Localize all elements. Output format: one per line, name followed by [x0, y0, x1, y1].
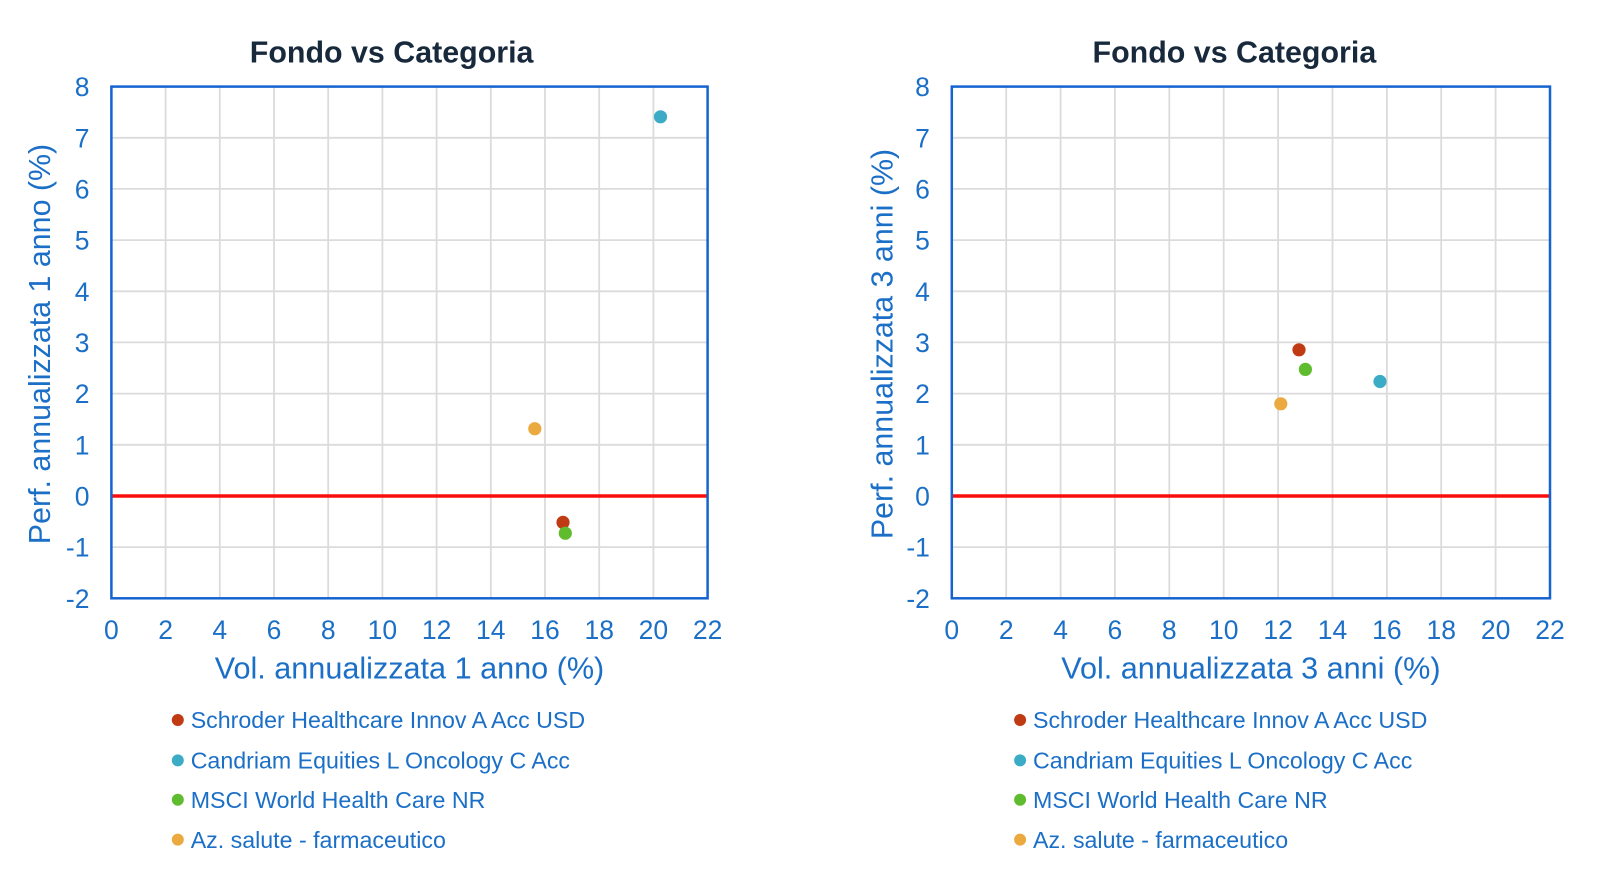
svg-text:Schroder Healthcare Innov A Ac: Schroder Healthcare Innov A Acc USD [191, 707, 585, 733]
svg-text:Az. salute - farmaceutico: Az. salute - farmaceutico [191, 827, 446, 853]
svg-text:Fondo vs Categoria: Fondo vs Categoria [250, 36, 535, 70]
svg-text:18: 18 [1426, 615, 1455, 645]
svg-text:22: 22 [1535, 615, 1564, 645]
svg-text:0: 0 [944, 615, 959, 645]
svg-text:MSCI World Health Care NR: MSCI World Health Care NR [1033, 787, 1328, 813]
svg-text:7: 7 [75, 123, 90, 153]
svg-text:6: 6 [267, 615, 282, 645]
svg-text:Schroder Healthcare Innov A Ac: Schroder Healthcare Innov A Acc USD [1033, 707, 1427, 733]
svg-text:6: 6 [75, 175, 90, 205]
svg-text:-2: -2 [906, 584, 930, 614]
svg-text:20: 20 [1481, 615, 1510, 645]
svg-text:Vol. annualizzata 3 anni (%): Vol. annualizzata 3 anni (%) [1061, 652, 1440, 686]
svg-text:5: 5 [915, 226, 930, 256]
svg-text:2: 2 [158, 615, 173, 645]
svg-text:-1: -1 [906, 533, 930, 563]
svg-text:0: 0 [104, 615, 119, 645]
svg-text:1: 1 [75, 430, 90, 460]
svg-text:0: 0 [75, 482, 90, 512]
svg-text:10: 10 [368, 615, 397, 645]
svg-text:8: 8 [915, 72, 930, 102]
svg-text:1: 1 [915, 430, 930, 460]
svg-text:5: 5 [75, 226, 90, 256]
svg-text:12: 12 [422, 615, 451, 645]
svg-text:14: 14 [476, 615, 505, 645]
svg-text:-2: -2 [66, 584, 90, 614]
svg-text:3: 3 [915, 328, 930, 358]
svg-text:3: 3 [75, 328, 90, 358]
svg-text:Perf. annualizzata 3 anni (%): Perf. annualizzata 3 anni (%) [865, 149, 899, 539]
svg-text:2: 2 [915, 379, 930, 409]
svg-text:4: 4 [212, 615, 227, 645]
svg-text:2: 2 [75, 379, 90, 409]
svg-text:2: 2 [999, 615, 1014, 645]
svg-text:8: 8 [321, 615, 336, 645]
svg-text:4: 4 [75, 277, 90, 307]
svg-text:20: 20 [639, 615, 668, 645]
svg-text:0: 0 [915, 482, 930, 512]
svg-text:8: 8 [75, 72, 90, 102]
svg-text:4: 4 [1053, 615, 1068, 645]
svg-text:MSCI World Health Care NR: MSCI World Health Care NR [191, 787, 486, 813]
svg-text:4: 4 [915, 277, 930, 307]
svg-text:14: 14 [1318, 615, 1347, 645]
svg-text:Vol. annualizzata 1 anno (%): Vol. annualizzata 1 anno (%) [215, 652, 604, 686]
svg-text:7: 7 [915, 123, 930, 153]
svg-text:16: 16 [1372, 615, 1401, 645]
svg-text:Candriam Equities L Oncology C: Candriam Equities L Oncology C Acc [191, 748, 570, 774]
svg-text:16: 16 [530, 615, 559, 645]
svg-text:-1: -1 [66, 533, 90, 563]
svg-text:12: 12 [1263, 615, 1292, 645]
svg-text:6: 6 [915, 175, 930, 205]
svg-text:22: 22 [693, 615, 722, 645]
svg-text:10: 10 [1209, 615, 1238, 645]
svg-text:6: 6 [1108, 615, 1123, 645]
svg-text:8: 8 [1162, 615, 1177, 645]
svg-text:Az. salute - farmaceutico: Az. salute - farmaceutico [1033, 827, 1288, 853]
svg-text:18: 18 [584, 615, 613, 645]
svg-text:Perf. annualizzata 1 anno (%): Perf. annualizzata 1 anno (%) [23, 144, 57, 544]
svg-text:Candriam Equities L Oncology C: Candriam Equities L Oncology C Acc [1033, 748, 1412, 774]
svg-text:Fondo vs Categoria: Fondo vs Categoria [1093, 36, 1378, 70]
